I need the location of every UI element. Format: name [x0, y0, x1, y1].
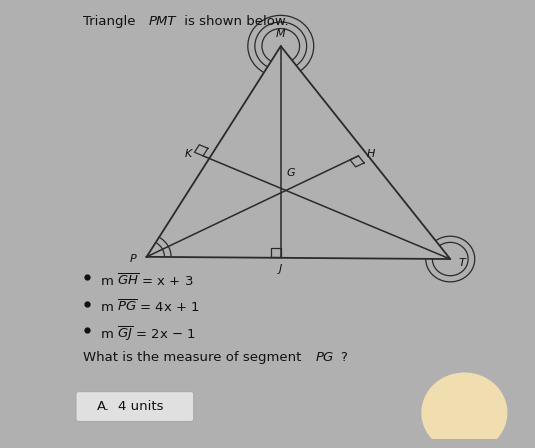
Text: m $\overline{GJ}$ = 2x − 1: m $\overline{GJ}$ = 2x − 1 [100, 324, 195, 343]
Text: is shown below.: is shown below. [180, 15, 288, 28]
Text: Triangle: Triangle [83, 15, 140, 28]
Text: A.: A. [97, 400, 110, 413]
Text: PMT: PMT [149, 15, 177, 28]
Text: J: J [279, 264, 282, 274]
Text: What is the measure of segment: What is the measure of segment [83, 351, 305, 364]
Text: ?: ? [340, 351, 347, 364]
Text: K: K [185, 149, 192, 159]
Text: H: H [366, 149, 375, 159]
Text: m $\overline{PG}$ = 4x + 1: m $\overline{PG}$ = 4x + 1 [100, 299, 200, 315]
Text: 4 units: 4 units [118, 400, 164, 413]
Text: T: T [458, 258, 465, 268]
Text: m $\overline{GH}$ = x + 3: m $\overline{GH}$ = x + 3 [100, 273, 193, 289]
FancyBboxPatch shape [76, 392, 194, 422]
Text: PG: PG [316, 351, 334, 364]
Text: M: M [276, 29, 286, 39]
Text: G: G [287, 168, 295, 178]
Circle shape [422, 373, 507, 448]
Text: P: P [130, 254, 137, 264]
